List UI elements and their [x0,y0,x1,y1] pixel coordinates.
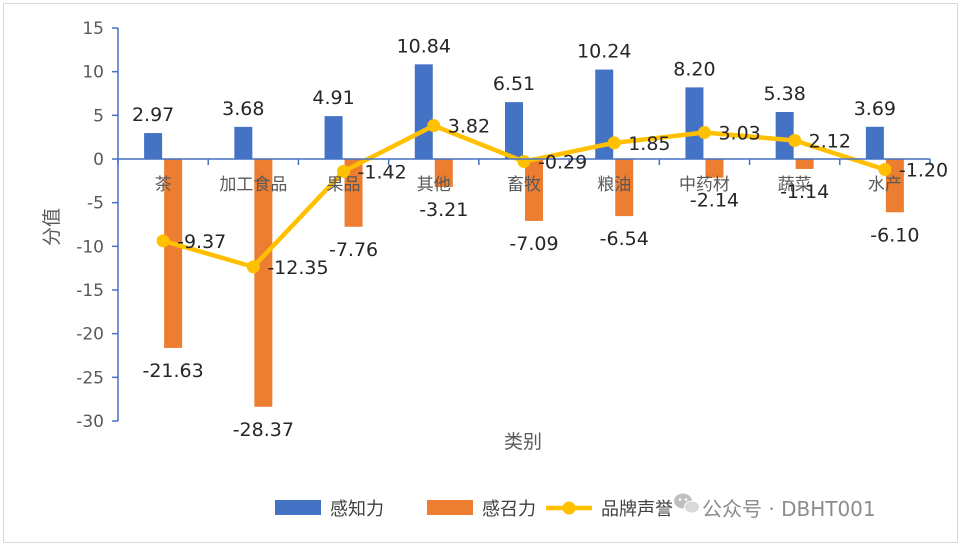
appeal-value-label-8: -6.10 [870,224,919,246]
perception-value-label-4: 6.51 [493,73,535,95]
perception-value-label-6: 8.20 [673,58,715,80]
perception-value-label-1: 3.68 [222,98,264,120]
y-tick-label-2: 5 [93,106,104,126]
reputation-value-label-4: -0.29 [538,152,587,174]
reputation-value-label-0: -9.37 [177,231,226,253]
y-tick-label-4: -5 [87,194,104,214]
wechat-icon [674,494,700,514]
reputation-point-1 [247,260,260,273]
category-label-1: 加工食品 [219,175,287,195]
category-label-3: 其他 [417,175,451,195]
category-label-4: 畜牧 [507,175,541,195]
bar-appeal-7 [796,159,814,169]
watermark: 公众号 · DBHT001 [674,494,876,522]
y-tick-label-6: -15 [76,281,104,301]
legend-label-2: 品牌声誉 [601,499,673,520]
reputation-value-label-2: -1.42 [358,161,407,183]
reputation-point-4 [518,155,531,168]
perception-value-label-8: 3.69 [854,98,896,120]
reputation-value-label-8: -1.20 [899,159,948,181]
appeal-value-label-5: -6.54 [600,228,649,250]
reputation-point-3 [427,119,440,132]
reputation-point-6 [698,126,711,139]
appeal-value-label-3: -3.21 [419,199,468,221]
appeal-value-label-0: -21.63 [142,360,203,382]
legend-swatch-0 [275,500,321,515]
bar-appeal-1 [254,159,272,407]
y-axis-title: 分值 [41,208,63,246]
appeal-value-label-4: -7.09 [509,233,558,255]
reputation-value-label-1: -12.35 [267,257,328,279]
category-label-5: 粮油 [597,175,631,195]
appeal-value-label-2: -7.76 [329,239,378,261]
y-tick-label-9: -30 [76,412,104,432]
y-tick-label-5: -10 [76,237,104,257]
y-tick-label-1: 10 [82,63,104,83]
y-tick-label-0: 15 [82,19,104,39]
y-tick-label-3: 0 [93,150,104,170]
x-axis-title: 类别 [504,431,542,453]
reputation-point-0 [157,234,170,247]
bar-perception-4 [505,102,523,159]
bar-perception-1 [234,127,252,159]
legend-label-1: 感召力 [482,499,536,520]
bar-perception-3 [415,64,433,159]
y-tick-label-7: -20 [76,325,104,345]
reputation-point-7 [788,134,801,147]
reputation-point-5 [608,136,621,149]
perception-value-label-2: 4.91 [312,87,354,109]
legend-marker-2 [563,502,576,515]
watermark-text: 公众号 · DBHT001 [702,497,876,521]
perception-value-label-0: 2.97 [132,104,174,126]
appeal-value-label-6: -2.14 [690,190,739,212]
y-tick-label-8: -25 [76,368,104,388]
bar-perception-6 [685,87,703,159]
perception-value-label-5: 10.24 [577,41,631,63]
appeal-value-label-7: -1.14 [780,181,829,203]
reputation-value-label-3: 3.82 [448,116,490,138]
perception-value-label-7: 5.38 [764,83,806,105]
category-label-2: 果品 [327,175,361,195]
bar-perception-0 [144,133,162,159]
legend-swatch-1 [427,500,473,515]
category-label-0: 茶 [155,175,172,195]
reputation-value-label-7: 2.12 [809,130,851,152]
category-label-8: 水产 [868,175,902,195]
bar-perception-2 [325,116,343,159]
bar-perception-8 [866,127,884,159]
legend: 感知力 感召力 品牌声誉 [275,499,673,520]
perception-value-label-3: 10.84 [397,35,451,57]
reputation-value-label-6: 3.03 [718,123,760,145]
reputation-value-label-5: 1.85 [628,133,670,155]
legend-label-0: 感知力 [330,499,384,520]
appeal-value-label-1: -28.37 [233,419,294,441]
